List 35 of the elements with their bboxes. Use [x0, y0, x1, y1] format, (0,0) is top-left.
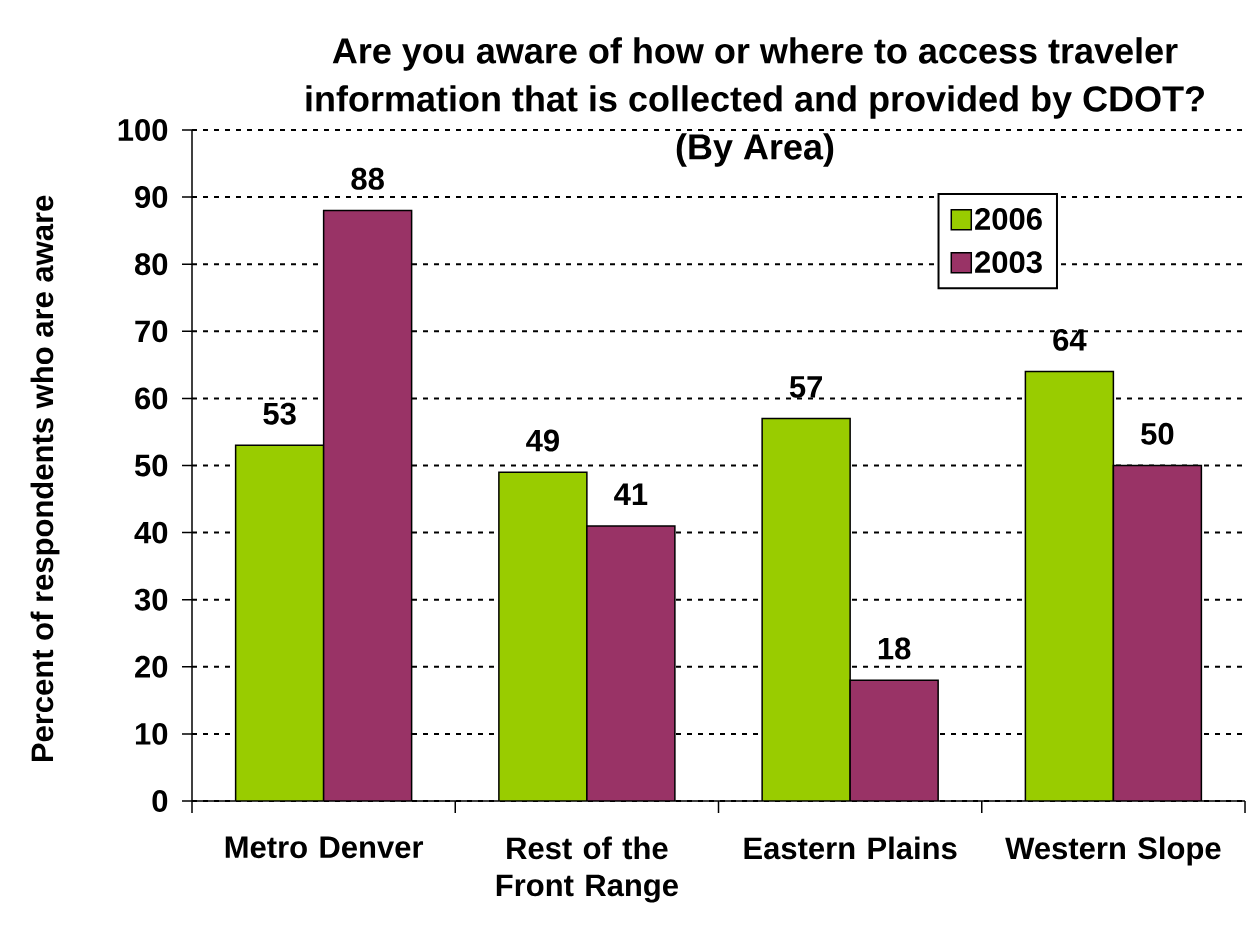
legend-label: 2006: [975, 208, 1042, 230]
y-tick-label: 90: [135, 186, 168, 209]
chart-title: Are you aware of how or where to access traveler information that is collected and provided by CDOT? (By Area): [306, 37, 1204, 167]
bar: [323, 210, 412, 801]
y-tick-label: 60: [135, 387, 168, 410]
y-tick-label: 50: [134, 454, 168, 477]
data-label: 88: [351, 167, 384, 190]
data-label: 18: [878, 637, 911, 660]
data-label: 50: [1141, 422, 1174, 445]
data-label: 57: [789, 376, 822, 398]
data-label: 41: [614, 483, 648, 505]
y-axis-title: Percent of respondents who are aware: [30, 195, 60, 762]
y-tick-label: 80: [134, 253, 168, 276]
y-tick-label: 100: [118, 119, 168, 141]
bar: [1024, 370, 1115, 801]
data-label: 49: [526, 429, 559, 452]
data-label: 53: [263, 402, 296, 425]
bar: [235, 445, 324, 801]
y-tick-label: 70: [135, 320, 168, 343]
x-tick-label: Western Slope: [1005, 836, 1221, 866]
bar: [1112, 464, 1203, 801]
y-tick-label: 30: [134, 588, 168, 611]
y-tick-label: 10: [135, 722, 168, 745]
bar: [586, 525, 675, 801]
bar: [762, 418, 851, 801]
x-tick-label: Eastern Plains: [744, 836, 957, 860]
data-label: 64: [1053, 328, 1087, 351]
bar: [498, 472, 587, 801]
y-tick-label: 0: [152, 790, 168, 812]
x-tick-label: Rest of the Front Range: [496, 836, 678, 903]
y-tick-label: 40: [134, 521, 168, 544]
legend-label: 2003: [975, 251, 1042, 274]
bar: [850, 680, 939, 801]
y-tick-label: 20: [135, 655, 168, 678]
x-tick-label: Metro Denver: [225, 836, 424, 859]
